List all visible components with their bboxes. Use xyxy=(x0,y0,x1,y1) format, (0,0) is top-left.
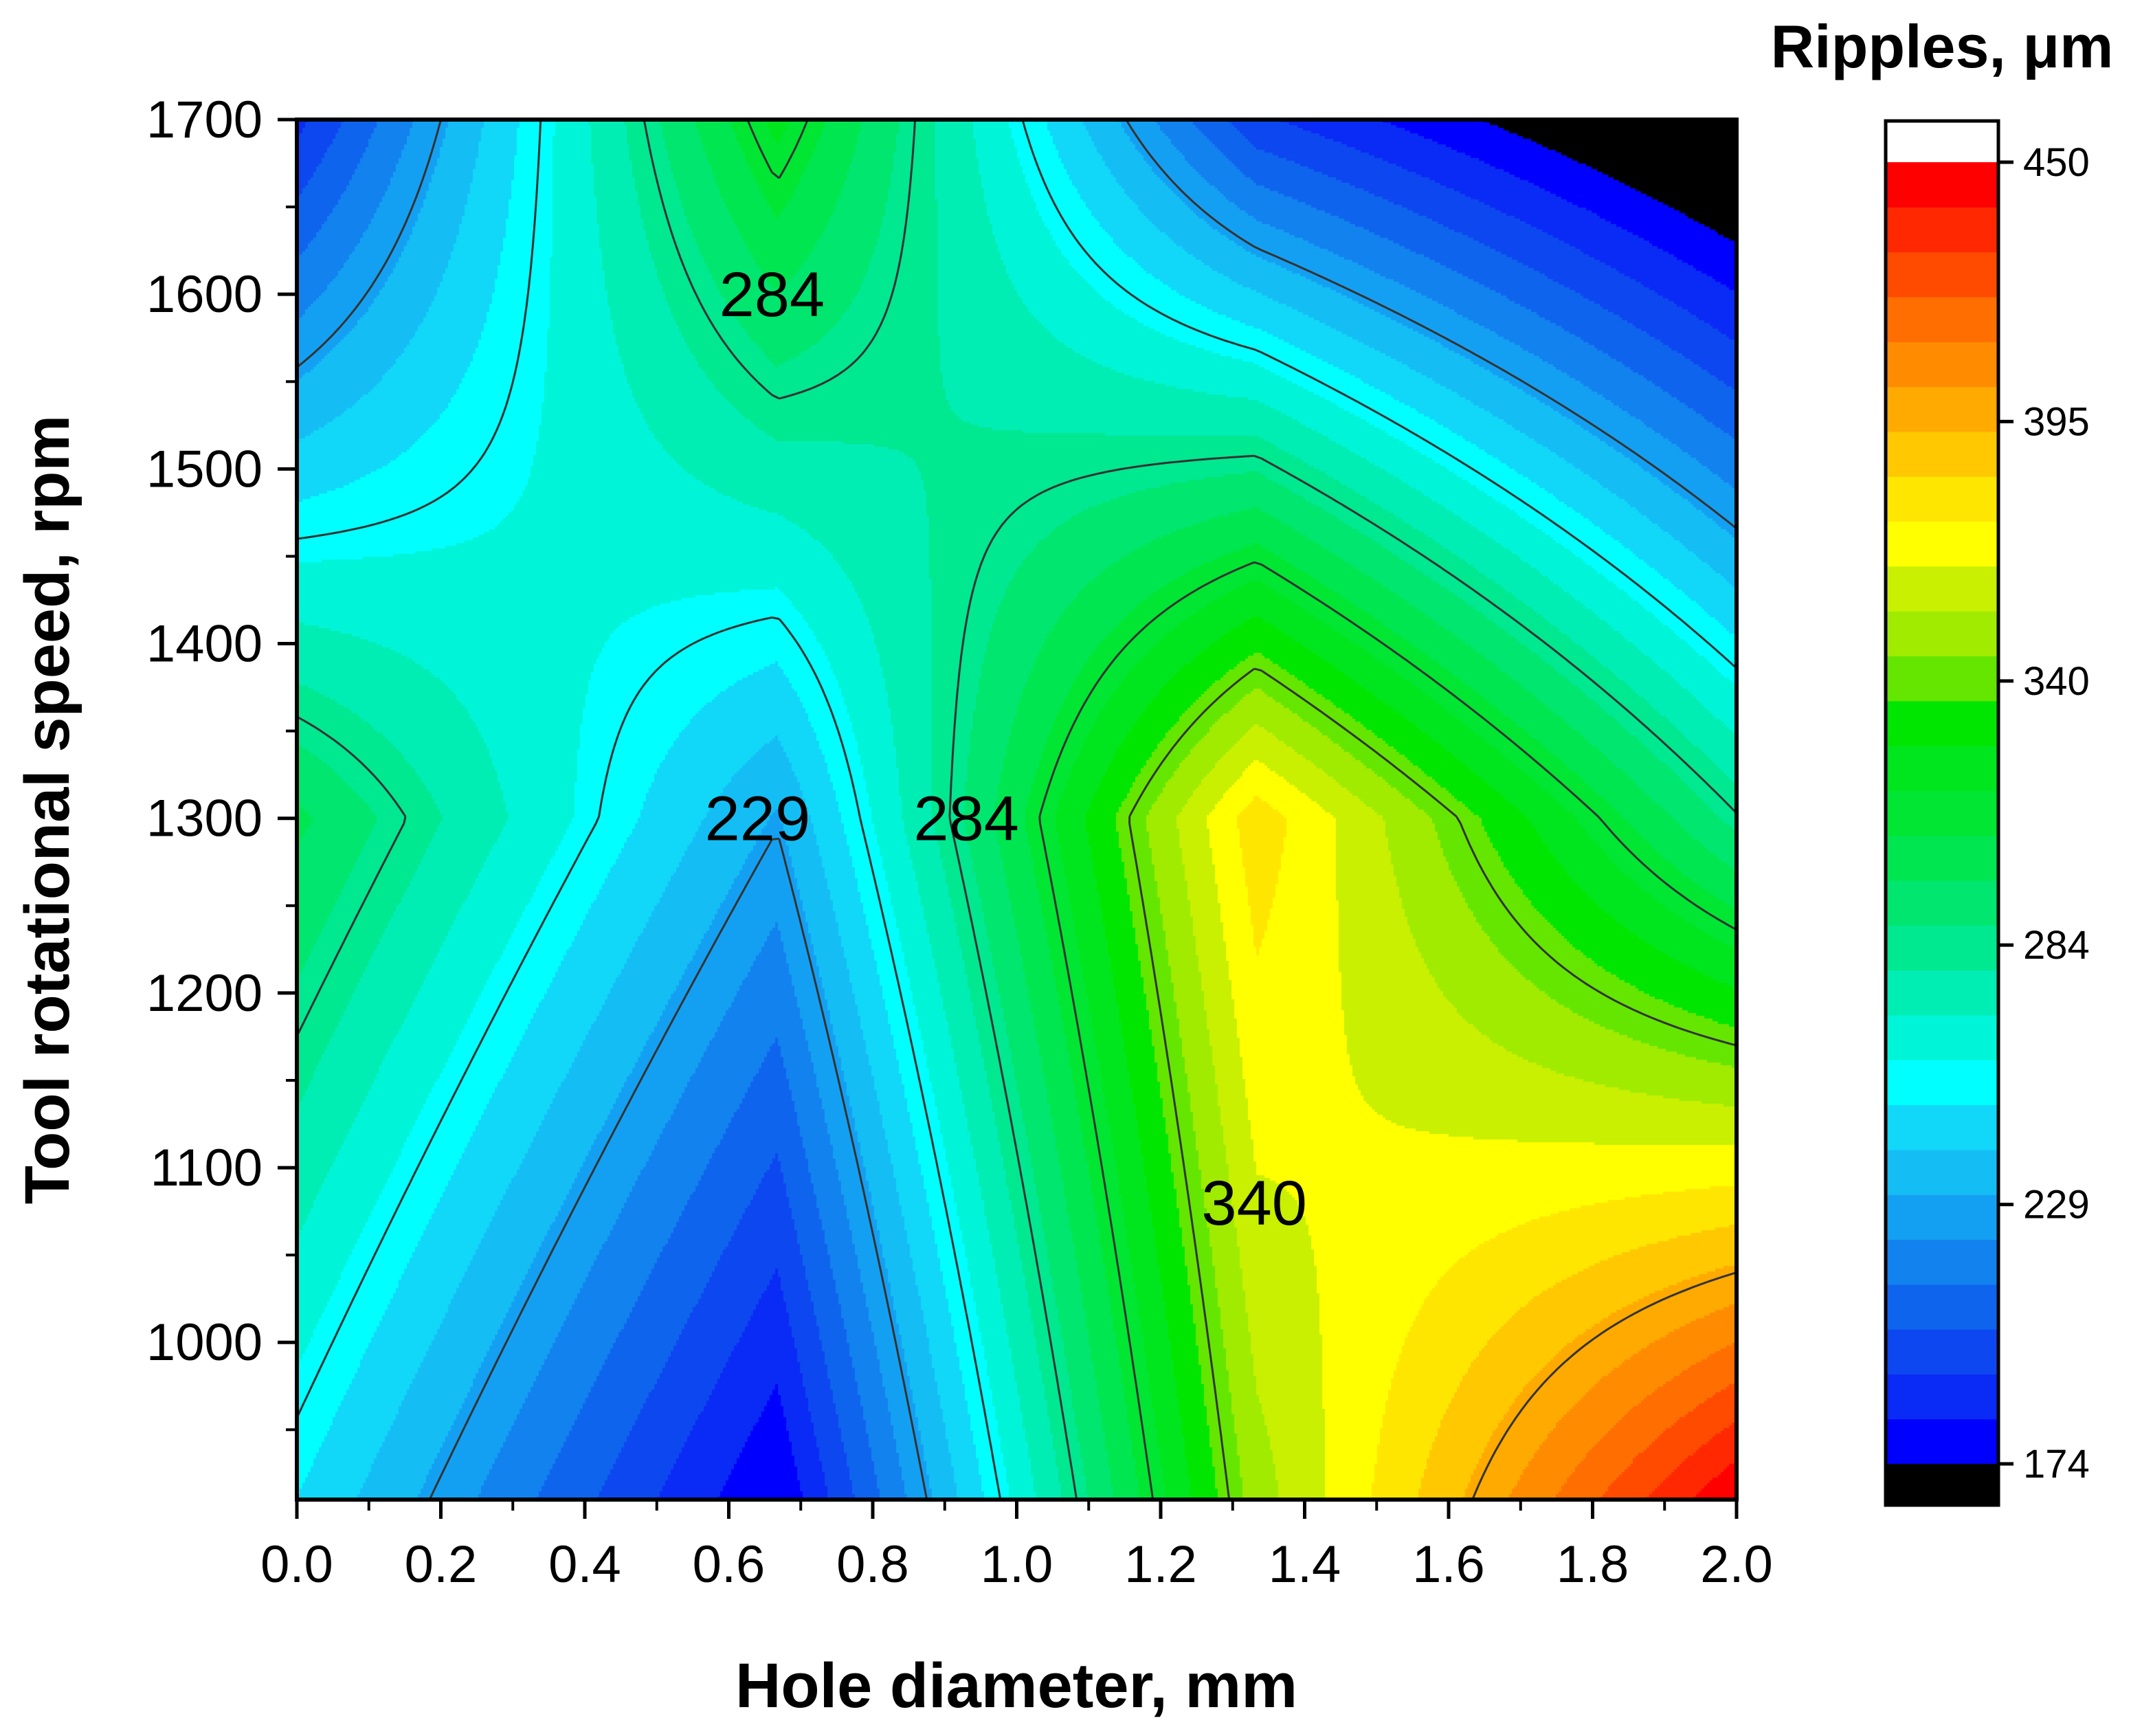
colorbar-title: Ripples, μm xyxy=(1771,12,2114,80)
x-tick-label: 0.8 xyxy=(836,1535,909,1594)
colorbar-tick-label: 174 xyxy=(2023,1442,2090,1487)
colorbar-band xyxy=(1886,746,1998,791)
y-tick-label: 1600 xyxy=(146,265,263,324)
contour-labels: 284 229 284 340 xyxy=(705,260,1307,1238)
y-tick-label: 1100 xyxy=(150,1139,263,1197)
colorbar-band xyxy=(1886,431,1998,477)
x-tick-label: 1.6 xyxy=(1412,1535,1485,1594)
x-tick-label: 0.0 xyxy=(260,1535,333,1594)
x-tick-label: 0.2 xyxy=(405,1535,478,1594)
y-tick-label: 1400 xyxy=(146,615,263,674)
contour-line-229 xyxy=(297,120,1737,1500)
contour-line-312 xyxy=(746,120,1737,1500)
colorbar-tick-label: 395 xyxy=(2023,399,2090,444)
colorbar-band xyxy=(1886,296,1998,342)
colorbar-tick-label: 284 xyxy=(2023,923,2090,968)
colorbar-band xyxy=(1886,476,1998,522)
colorbar-band xyxy=(1886,1329,1998,1375)
colorbar-band xyxy=(1886,252,1998,298)
y-axis: 1000 1100 1200 1300 1400 1500 1600 1700 xyxy=(146,91,297,1432)
colorbar-band xyxy=(1886,1239,1998,1285)
y-tick-label: 1300 xyxy=(146,790,263,848)
x-tick-label: 0.6 xyxy=(693,1535,766,1594)
colorbar-band xyxy=(1886,925,1998,971)
colorbar-band xyxy=(1886,342,1998,388)
colorbar-band xyxy=(1886,566,1998,612)
colorbar-band xyxy=(1886,1284,1998,1330)
colorbar-band xyxy=(1886,835,1998,881)
contour-line-256 xyxy=(297,120,1737,1500)
colorbar: 174 229 284 340 395 450 xyxy=(1884,119,2090,1507)
x-tick-label: 2.0 xyxy=(1700,1535,1773,1594)
colorbar-band xyxy=(1886,162,1998,208)
colorbar-band xyxy=(1886,1149,1998,1195)
colorbar-tick-label: 340 xyxy=(2023,659,2090,704)
colorbar-band xyxy=(1886,1060,1998,1106)
contour-label: 229 xyxy=(705,784,811,854)
colorbar-tick-label: 450 xyxy=(2023,140,2090,185)
x-tick-label: 1.0 xyxy=(981,1535,1053,1594)
colorbar-band xyxy=(1886,386,1998,432)
contour-label: 284 xyxy=(719,260,825,330)
x-tick-label: 1.8 xyxy=(1557,1535,1629,1594)
x-tick-label: 0.4 xyxy=(548,1535,621,1594)
contour-line-284 xyxy=(297,120,1737,1500)
contour-line-395 xyxy=(1471,1271,1737,1500)
contour-fill-layer xyxy=(297,120,1737,1500)
colorbar-band xyxy=(1886,790,1998,836)
y-tick-label: 1200 xyxy=(146,964,263,1023)
colorbar-band xyxy=(1886,611,1998,657)
colorbar-frame xyxy=(1884,119,2000,1507)
y-tick-label: 1700 xyxy=(146,91,263,149)
colorbar-band xyxy=(1886,1194,1998,1240)
colorbar-band xyxy=(1886,880,1998,926)
contour-line-340 xyxy=(1128,667,1737,1500)
colorbar-band xyxy=(1886,1104,1998,1150)
colorbar-under-band xyxy=(1886,1464,1998,1505)
contour-line-layer xyxy=(297,120,1737,1500)
colorbar-band xyxy=(1886,521,1998,567)
colorbar-over-band xyxy=(1886,121,1998,162)
x-tick-label: 1.4 xyxy=(1269,1535,1341,1594)
colorbar-tick-label: 229 xyxy=(2023,1183,2090,1227)
y-axis-title: Tool rotational speed, rpm xyxy=(12,415,82,1204)
colorbar-band xyxy=(1886,970,1998,1016)
colorbar-band xyxy=(1886,1374,1998,1420)
x-tick-label: 1.2 xyxy=(1124,1535,1197,1594)
x-axis-title: Hole diameter, mm xyxy=(735,1651,1297,1721)
contour-fill-image xyxy=(297,120,1737,1500)
contour-label: 340 xyxy=(1201,1168,1307,1238)
x-axis: 0.0 0.2 0.4 0.6 0.8 1.0 1.2 1.4 1.6 1.8 2.0 xyxy=(260,1500,1773,1594)
y-tick-label: 1500 xyxy=(146,440,263,498)
colorbar-band xyxy=(1886,1418,1998,1465)
colorbar-band xyxy=(1886,1014,1998,1060)
colorbar-band xyxy=(1886,656,1998,702)
colorbar-band xyxy=(1886,207,1998,253)
colorbar-band xyxy=(1886,700,1998,746)
contour-label: 284 xyxy=(913,784,1019,854)
y-tick-label: 1000 xyxy=(146,1313,263,1372)
